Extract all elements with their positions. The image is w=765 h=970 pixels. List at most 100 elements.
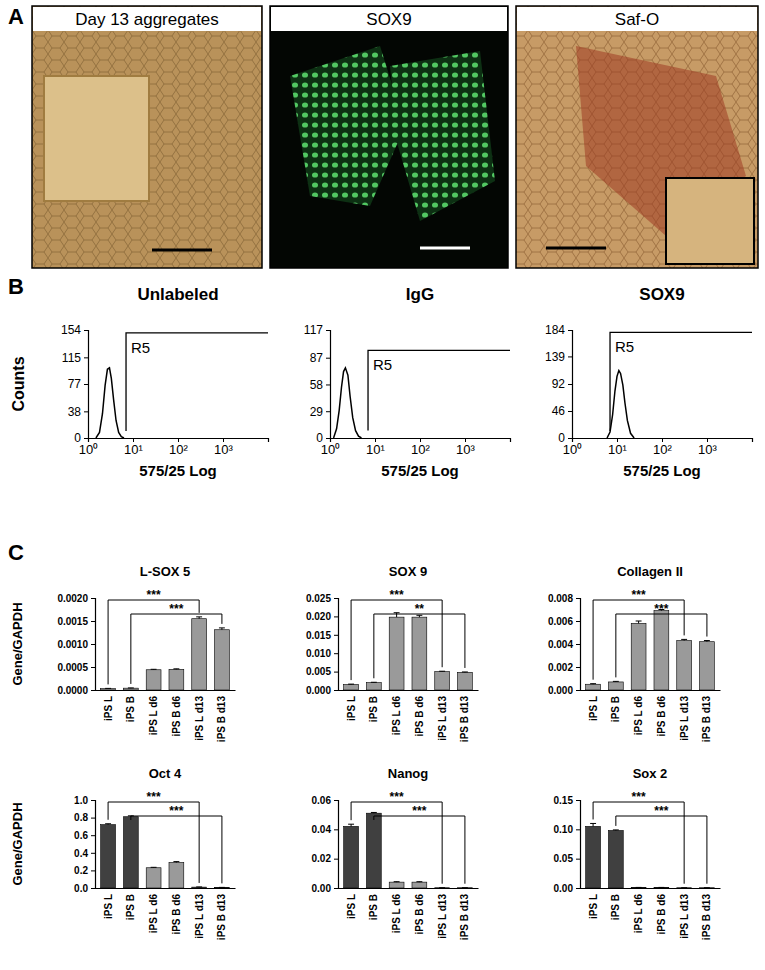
axis: 0.00000.00050.00100.00150.0020 — [57, 593, 95, 696]
tick: 139 — [545, 350, 572, 364]
image — [516, 6, 758, 268]
chart: Sox 20.000.050.100.15iPS LiPS BiPS L d6i… — [554, 766, 721, 940]
tick-mark — [91, 870, 95, 871]
tick: iPS B — [125, 696, 136, 722]
tick: iPS L d13 — [194, 696, 205, 741]
chart-title: SOX9 — [639, 285, 684, 304]
tick: iPS L d6 — [148, 894, 159, 934]
error-bar — [196, 617, 202, 619]
tick: 0.002 — [548, 662, 580, 673]
error-bar — [219, 628, 225, 630]
tick: iPS L — [103, 696, 114, 721]
significance-bracket — [131, 614, 222, 684]
tick-label: 0.020 — [306, 611, 331, 622]
tick: 10¹ — [124, 438, 143, 457]
tick: iPS B — [610, 894, 621, 920]
tick-mark — [326, 411, 330, 412]
bar — [654, 887, 669, 888]
tick-label: iPS L d6 — [633, 894, 644, 934]
tick-label: 0 — [316, 431, 323, 445]
tick-mark — [568, 384, 572, 385]
tick: 46 — [552, 404, 572, 418]
tick: iPS B d13 — [459, 894, 470, 941]
tick: iPS L d6 — [633, 696, 644, 736]
significance-label: ** — [415, 602, 425, 616]
tick: 10¹ — [608, 438, 627, 457]
image-panel: Saf-O — [516, 6, 758, 268]
tick-mark — [91, 667, 95, 668]
image-title: SOX9 — [366, 10, 411, 29]
tick-label: 154 — [61, 323, 81, 337]
chart-title: Collagen II — [617, 564, 683, 579]
tick: iPS B — [368, 894, 379, 920]
error-bar — [348, 824, 354, 826]
tick-mark — [576, 621, 580, 622]
tick-mark — [568, 411, 572, 412]
axis-title: 575/25 Log — [623, 462, 701, 479]
bar — [169, 669, 184, 690]
tick: 0.0000 — [57, 685, 95, 696]
tick-label: iPS B — [610, 696, 621, 722]
significance-label: *** — [169, 602, 183, 616]
axis-line — [326, 331, 331, 439]
error-bar — [613, 829, 619, 831]
tick-mark — [576, 829, 580, 830]
error-bar — [173, 861, 179, 863]
axis: iPS LiPS BiPS L d6iPS B d6iPS L d13iPS B… — [339, 691, 479, 743]
significance-label: *** — [654, 804, 668, 818]
tick: 10¹ — [366, 438, 385, 457]
tick-label: iPS B — [125, 696, 136, 722]
tick-mark — [91, 818, 95, 819]
tick-label: 139 — [545, 350, 565, 364]
axis: 0.0000.0020.0040.0060.008 — [548, 593, 581, 696]
tick-mark — [568, 330, 572, 331]
bar — [700, 887, 715, 888]
tick-label: 58 — [310, 378, 324, 392]
tick: iPS L d6 — [391, 894, 402, 934]
image-title: Day 13 aggregates — [75, 10, 219, 29]
bar — [389, 617, 404, 690]
axis-line — [568, 331, 573, 439]
significance-label: *** — [147, 790, 161, 804]
plot-area — [101, 816, 230, 888]
tick-label: 0.015 — [306, 630, 331, 641]
error-bar — [658, 887, 664, 888]
tick: 0.15 — [554, 795, 580, 806]
tick-label: iPS B d13 — [216, 696, 227, 743]
error-bar — [219, 887, 225, 888]
tick: 0 — [558, 431, 572, 445]
tick-label: 0.02 — [312, 853, 332, 864]
significance-label: *** — [654, 602, 668, 616]
image-panel: SOX9 — [270, 6, 508, 268]
tick: iPS L d6 — [633, 894, 644, 934]
histogram-line — [96, 368, 124, 438]
significance-label: *** — [632, 588, 646, 602]
tick: 10² — [411, 438, 430, 457]
bar — [654, 611, 669, 690]
tick-mark — [576, 859, 580, 860]
tick-mark — [334, 616, 338, 617]
tick: 0.015 — [306, 630, 338, 641]
tick-label: iPS B d6 — [171, 696, 182, 737]
error-bar — [439, 671, 445, 672]
tick: 0.05 — [554, 853, 580, 864]
image — [270, 6, 508, 268]
tick-label: 10¹ — [366, 442, 385, 457]
tick: 0.005 — [306, 666, 338, 677]
tick: iPS B — [610, 696, 621, 722]
axis-line — [334, 599, 339, 691]
tick-label: 0.8 — [74, 812, 88, 823]
tick-mark — [326, 358, 330, 359]
error-bar — [636, 621, 642, 623]
error-bar — [704, 887, 710, 888]
significance-label: *** — [390, 790, 404, 804]
tick: 10⁰ — [79, 438, 98, 457]
tick-mark — [576, 888, 580, 889]
tick: iPS B d6 — [171, 894, 182, 935]
tick-mark — [91, 598, 95, 599]
gate — [126, 333, 268, 431]
tick-label: 0.006 — [548, 616, 573, 627]
tick-mark — [84, 438, 88, 439]
image-frame — [270, 6, 508, 268]
tick-label: iPS L d6 — [148, 894, 159, 934]
